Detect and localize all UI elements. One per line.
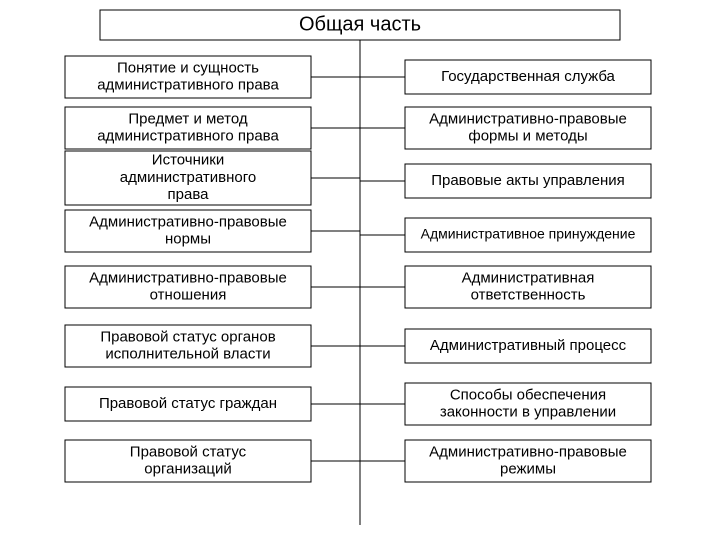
- right-box-4: Административнаяответственность: [405, 266, 651, 308]
- title-box-line-0: Общая часть: [299, 13, 421, 35]
- left-box-2-line-2: права: [168, 186, 210, 203]
- left-box-2-line-1: административного: [120, 169, 257, 186]
- right-box-7: Административно-правовыережимы: [405, 440, 651, 482]
- right-box-5: Административный процесс: [405, 329, 651, 363]
- left-box-3-line-0: Административно-правовые: [89, 213, 287, 230]
- left-box-2-line-0: Источники: [152, 152, 224, 169]
- left-box-7-line-1: организаций: [144, 461, 231, 478]
- left-box-6: Правовой статус граждан: [65, 387, 311, 421]
- left-box-0-line-1: административного права: [97, 77, 279, 94]
- left-box-1: Предмет и методадминистративного права: [65, 107, 311, 149]
- right-box-4-line-0: Административная: [462, 269, 595, 286]
- left-box-4-line-1: отношения: [150, 287, 227, 304]
- left-box-5-line-0: Правовой статус органов: [100, 328, 275, 345]
- right-box-1-line-0: Административно-правовые: [429, 110, 627, 127]
- left-box-2: Источникиадминистративногоправа: [65, 151, 311, 205]
- left-box-1-line-1: административного права: [97, 128, 279, 145]
- right-box-0-line-0: Государственная служба: [441, 68, 615, 85]
- left-box-7: Правовой статусорганизаций: [65, 440, 311, 482]
- right-box-7-line-1: режимы: [500, 461, 556, 478]
- left-box-3: Административно-правовыенормы: [65, 210, 311, 252]
- right-box-5-line-0: Административный процесс: [430, 337, 627, 354]
- right-box-7-line-0: Административно-правовые: [429, 443, 627, 460]
- right-box-2: Правовые акты управления: [405, 164, 651, 198]
- right-box-6: Способы обеспечениязаконности в управлен…: [405, 383, 651, 425]
- right-box-0: Государственная служба: [405, 60, 651, 94]
- left-box-6-line-0: Правовой статус граждан: [99, 395, 277, 412]
- right-box-3: Административное принуждение: [405, 218, 651, 252]
- left-box-5-line-1: исполнительной власти: [105, 346, 270, 363]
- right-box-4-line-1: ответственность: [471, 287, 586, 304]
- left-box-0: Понятие и сущностьадминистративного прав…: [65, 56, 311, 98]
- right-box-6-line-0: Способы обеспечения: [450, 386, 606, 403]
- left-box-7-line-0: Правовой статус: [130, 443, 247, 460]
- right-box-2-line-0: Правовые акты управления: [431, 172, 625, 189]
- title-box: Общая часть: [100, 10, 620, 40]
- left-box-4: Административно-правовыеотношения: [65, 266, 311, 308]
- left-box-5: Правовой статус органовисполнительной вл…: [65, 325, 311, 367]
- left-box-4-line-0: Административно-правовые: [89, 269, 287, 286]
- right-box-1-line-1: формы и методы: [468, 128, 587, 145]
- left-box-1-line-0: Предмет и метод: [128, 110, 248, 127]
- right-box-6-line-1: законности в управлении: [440, 404, 616, 421]
- left-box-3-line-1: нормы: [165, 231, 211, 248]
- org-chart: Общая частьПонятие и сущностьадминистрат…: [0, 0, 720, 540]
- right-box-3-line-0: Административное принуждение: [421, 226, 636, 242]
- right-box-1: Административно-правовыеформы и методы: [405, 107, 651, 149]
- left-box-0-line-0: Понятие и сущность: [117, 59, 259, 76]
